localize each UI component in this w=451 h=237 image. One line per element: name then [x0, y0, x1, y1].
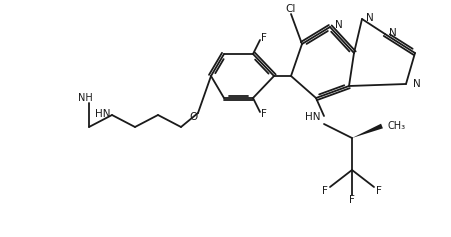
- Text: F: F: [349, 195, 355, 205]
- Text: N: N: [413, 79, 421, 89]
- Text: F: F: [261, 109, 267, 119]
- Text: F: F: [376, 186, 382, 196]
- Text: O: O: [189, 112, 197, 122]
- Text: N: N: [366, 13, 374, 23]
- Text: N: N: [389, 28, 397, 38]
- Text: CH₃: CH₃: [388, 121, 406, 131]
- Text: Cl: Cl: [286, 4, 296, 14]
- Text: NH: NH: [78, 93, 92, 103]
- Text: HN: HN: [305, 112, 321, 122]
- Text: HN: HN: [95, 109, 110, 119]
- Text: F: F: [322, 186, 328, 196]
- Polygon shape: [352, 124, 383, 138]
- Text: N: N: [335, 20, 343, 30]
- Text: F: F: [261, 33, 267, 43]
